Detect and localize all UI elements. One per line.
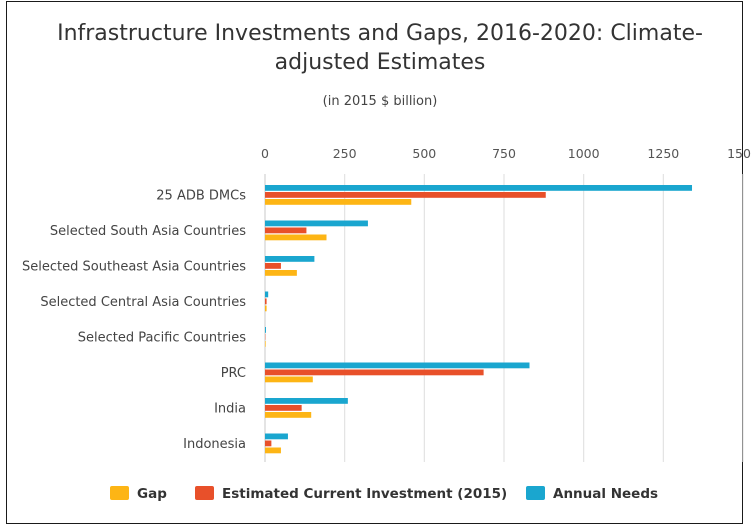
category-label-2: Selected Southeast Asia Countries — [22, 259, 246, 274]
category-label-5: PRC — [221, 366, 246, 381]
bar-annual-needs-7[interactable] — [265, 433, 288, 440]
legend-label-0: Gap — [137, 486, 167, 502]
x-tick-label-250: 250 — [333, 146, 357, 161]
legend-swatch-1 — [195, 486, 214, 500]
bar-annual-needs-5[interactable] — [265, 362, 530, 369]
bar-annual-needs-3[interactable] — [265, 291, 269, 298]
chart-title-line-1: Infrastructure Investments and Gaps, 201… — [57, 21, 703, 46]
bar-gap-2[interactable] — [265, 270, 297, 276]
bar-estimated-current-investment-2015-3[interactable] — [265, 298, 267, 305]
legend-item-1[interactable]: Estimated Current Investment (2015) — [195, 486, 507, 502]
bars — [265, 185, 693, 454]
bar-gap-5[interactable] — [265, 376, 313, 383]
bar-gap-6[interactable] — [265, 412, 312, 418]
legend-item-2[interactable]: Annual Needs — [526, 486, 658, 502]
bar-gap-3[interactable] — [265, 305, 267, 312]
bar-estimated-current-investment-2015-6[interactable] — [265, 405, 302, 411]
chart-subtitle: (in 2015 $ billion) — [323, 94, 438, 109]
bar-estimated-current-investment-2015-1[interactable] — [265, 227, 307, 234]
bar-annual-needs-1[interactable] — [265, 220, 368, 227]
x-tick-label-1500: 1500 — [727, 146, 751, 161]
x-tick-label-1000: 1000 — [568, 146, 600, 161]
x-tick-label-500: 500 — [412, 146, 436, 161]
category-label-3: Selected Central Asia Countries — [40, 295, 246, 310]
bar-annual-needs-2[interactable] — [265, 256, 315, 262]
x-tick-label-750: 750 — [492, 146, 516, 161]
x-tick-label-0: 0 — [261, 146, 269, 161]
chart-title: Infrastructure Investments and Gaps, 201… — [57, 21, 703, 75]
bar-annual-needs-6[interactable] — [265, 398, 348, 404]
bar-estimated-current-investment-2015-2[interactable] — [265, 263, 281, 269]
x-tick-label-1250: 1250 — [647, 146, 679, 161]
bar-gap-4[interactable] — [265, 341, 266, 347]
legend-label-2: Annual Needs — [553, 486, 658, 502]
category-label-4: Selected Pacific Countries — [78, 330, 246, 345]
bar-estimated-current-investment-2015-0[interactable] — [265, 192, 546, 198]
legend-swatch-2 — [526, 486, 545, 500]
legend-label-1: Estimated Current Investment (2015) — [222, 486, 507, 502]
chart-title-line-2: adjusted Estimates — [275, 50, 486, 75]
legend: Gap Estimated Current Investment (2015) An… — [110, 486, 658, 502]
category-label-6: India — [214, 401, 246, 416]
chart-frame — [6, 1, 743, 524]
bar-annual-needs-0[interactable] — [265, 185, 693, 191]
bar-gap-1[interactable] — [265, 234, 327, 241]
bar-gap-7[interactable] — [265, 447, 281, 454]
bar-annual-needs-4[interactable] — [265, 327, 266, 333]
bar-estimated-current-investment-2015-7[interactable] — [265, 440, 272, 447]
category-label-1: Selected South Asia Countries — [50, 224, 246, 239]
legend-item-0[interactable]: Gap — [110, 486, 167, 502]
category-labels: 25 ADB DMCs Selected South Asia Countries… — [22, 188, 246, 452]
bar-estimated-current-investment-2015-5[interactable] — [265, 369, 484, 376]
legend-swatch-0 — [110, 486, 129, 500]
category-label-7: Indonesia — [183, 437, 246, 452]
bar-gap-0[interactable] — [265, 199, 412, 205]
x-axis-ticks: 0 250 500 750 1000 1250 1500 — [261, 146, 751, 161]
category-label-0: 25 ADB DMCs — [156, 188, 246, 203]
grid — [264, 174, 744, 462]
